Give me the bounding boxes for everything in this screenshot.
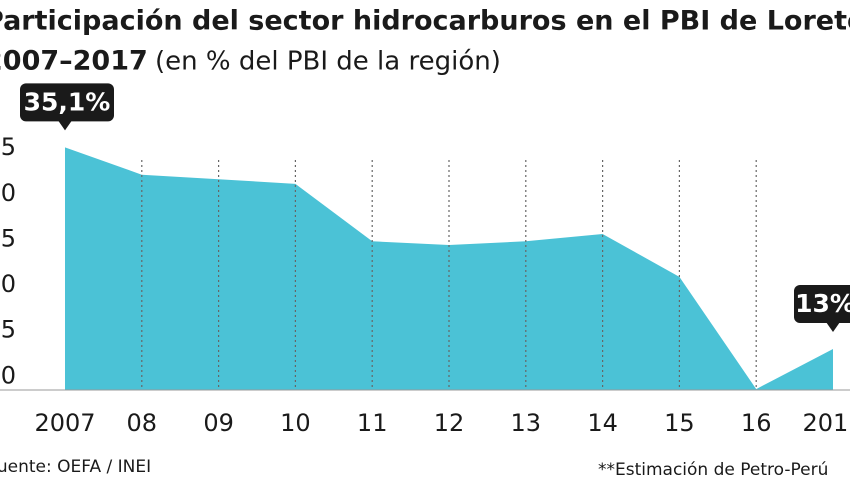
value-label-pointer [826,321,840,332]
x-tick-label: 2007 [34,409,95,437]
value-label-pointer [58,120,72,131]
note: **Estimación de Petro-Perú [598,460,828,480]
y-tick-label: 20 [0,270,16,298]
chart-subtitle: (en % del PBI de la región) [155,47,501,77]
x-tick-label: 10 [280,409,311,437]
x-tick-label: 2017 [802,409,850,437]
y-tick-label: 30 [0,179,16,207]
chart-title: Participación del sector hidrocarburos e… [0,6,850,37]
x-tick-label: 14 [587,409,618,437]
value-label-box [794,284,850,323]
area [65,147,833,390]
x-tick-label: 12 [434,409,465,437]
source: Fuente: OEFA / INEI [0,457,151,477]
x-tick-label: 15 [664,409,695,437]
value-label-box [20,83,114,122]
y-tick-label: 25 [0,224,16,252]
x-tick-label: 08 [127,409,158,437]
y-tick-label: 15 [0,316,16,344]
x-tick-label: 11 [357,409,388,437]
x-tick-label: 09 [203,409,234,437]
chart-subtitle-bold: 2007–2017 [0,46,148,77]
value-label: 35,1% [24,87,111,116]
x-tick-label: 13 [511,409,542,437]
y-tick-label: 10 [0,361,16,389]
y-tick-label: 35 [0,133,16,161]
value-label: 13% [795,289,850,318]
x-tick-label: 16 [741,409,772,437]
